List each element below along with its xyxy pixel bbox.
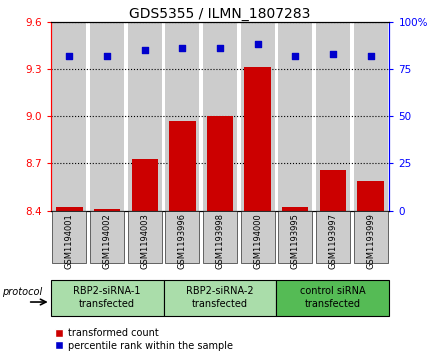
Text: protocol: protocol (3, 287, 43, 297)
Bar (90, 22, 124, 211)
Text: GSM1193995: GSM1193995 (291, 213, 300, 269)
Text: GSM1193997: GSM1193997 (328, 213, 337, 269)
Point (141, 47, 148, 53)
Point (179, 45, 186, 51)
Bar (354, 211, 388, 263)
Bar (203, 22, 237, 211)
Point (330, 51, 337, 57)
Bar (276, 280, 389, 316)
Bar (320, 170, 346, 211)
Bar (241, 211, 275, 263)
Bar (207, 116, 233, 211)
Bar (203, 211, 237, 263)
Point (66, 53, 73, 59)
Bar (316, 211, 350, 263)
Bar (132, 159, 158, 211)
Bar (165, 22, 199, 211)
Point (254, 41, 261, 47)
Point (103, 53, 110, 59)
Text: GSM1194003: GSM1194003 (140, 213, 149, 269)
Bar (282, 207, 308, 211)
Text: GSM1193996: GSM1193996 (178, 213, 187, 269)
Text: GSM1194001: GSM1194001 (65, 213, 74, 269)
Text: RBP2-siRNA-1
transfected: RBP2-siRNA-1 transfected (73, 286, 141, 309)
Bar (128, 211, 161, 263)
Bar (241, 22, 275, 211)
Bar (56, 207, 83, 211)
Bar (90, 211, 124, 263)
Bar (279, 211, 312, 263)
Point (216, 45, 224, 51)
Bar (164, 280, 276, 316)
Point (292, 53, 299, 59)
Text: GSM1194000: GSM1194000 (253, 213, 262, 269)
Bar (169, 121, 195, 211)
Text: GSM1193999: GSM1193999 (366, 213, 375, 269)
Bar (51, 280, 164, 316)
Bar (94, 209, 120, 211)
Text: GSM1194002: GSM1194002 (103, 213, 112, 269)
Text: GSM1193998: GSM1193998 (216, 213, 224, 269)
Bar (52, 211, 86, 263)
Bar (354, 22, 388, 211)
Bar (357, 181, 384, 211)
Legend: transformed count, percentile rank within the sample: transformed count, percentile rank withi… (55, 328, 233, 351)
Bar (316, 22, 350, 211)
Point (367, 53, 374, 59)
Bar (245, 68, 271, 211)
Title: GDS5355 / ILMN_1807283: GDS5355 / ILMN_1807283 (129, 7, 311, 21)
Bar (128, 22, 161, 211)
Bar (52, 22, 86, 211)
Text: RBP2-siRNA-2
transfected: RBP2-siRNA-2 transfected (186, 286, 254, 309)
Bar (165, 211, 199, 263)
Text: control siRNA
transfected: control siRNA transfected (300, 286, 366, 309)
Bar (279, 22, 312, 211)
